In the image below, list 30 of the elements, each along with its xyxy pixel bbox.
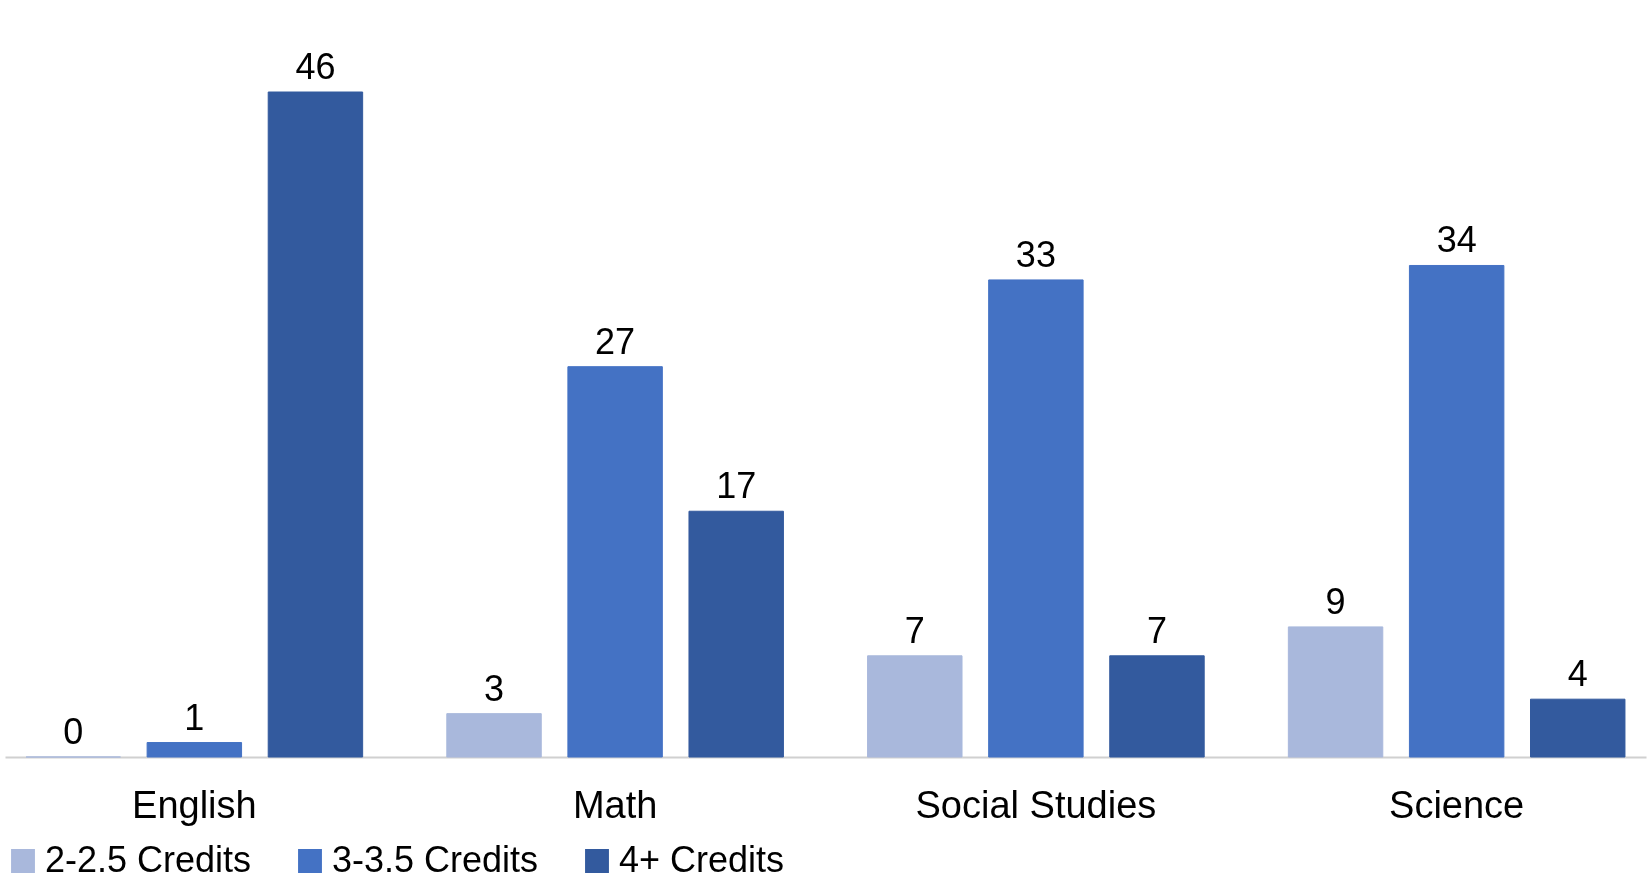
bar (1109, 655, 1205, 758)
data-label: 1 (184, 696, 205, 738)
bar (446, 713, 542, 758)
data-label: 46 (295, 46, 336, 87)
data-label: 7 (1146, 609, 1167, 651)
data-label: 34 (1436, 219, 1477, 261)
legend-label: 3-3.5 Credits (332, 839, 539, 880)
data-label: 0 (63, 711, 84, 752)
data-label: 7 (904, 609, 925, 651)
bar (1530, 698, 1626, 758)
data-label: 33 (1015, 233, 1056, 275)
data-label: 17 (716, 465, 757, 507)
data-label: 4 (1567, 653, 1588, 695)
bar (146, 742, 243, 758)
bar (988, 279, 1084, 758)
bar (688, 510, 784, 758)
x-tick-label: Science (1389, 783, 1525, 826)
x-tick-label: Math (572, 783, 658, 826)
legend-label: 4+ Credits (619, 839, 785, 880)
x-tick-label: Social Studies (915, 783, 1157, 826)
bar (1408, 264, 1505, 758)
bar (567, 366, 663, 758)
data-label: 27 (595, 320, 636, 362)
bar (267, 91, 364, 758)
x-tick-label: English (132, 783, 257, 826)
bar (867, 655, 963, 758)
bar (1287, 626, 1384, 758)
data-label: 3 (484, 667, 505, 709)
legend-label: 2-2.5 Credits (45, 839, 252, 880)
data-label: 9 (1325, 580, 1346, 622)
